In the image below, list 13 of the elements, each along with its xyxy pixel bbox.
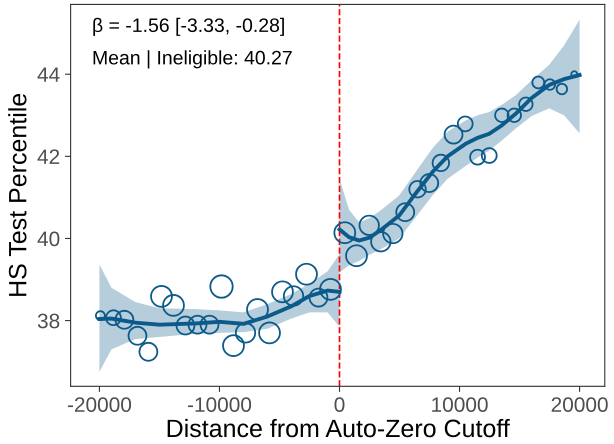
x-tick-label: -20000: [68, 397, 132, 412]
y-tick-label: 42: [38, 149, 60, 164]
y-tick-label: 44: [38, 67, 60, 82]
x-tick-label: 0: [334, 397, 344, 412]
x-tick-label: -10000: [188, 397, 252, 412]
y-tick-label: 38: [38, 314, 60, 328]
annotation: β = -1.56 [-3.33, -0.28]: [93, 18, 284, 36]
y-axis-title: HS Test Percentile: [8, 94, 27, 296]
x-tick-label: 20000: [552, 397, 608, 412]
x-axis-title: Distance from Auto-Zero Cutoff: [168, 418, 510, 438]
y-tick-label: 40: [38, 231, 60, 246]
annotation: Mean | Ineligible: 40.27: [94, 50, 292, 68]
x-tick-label: 10000: [432, 397, 488, 412]
